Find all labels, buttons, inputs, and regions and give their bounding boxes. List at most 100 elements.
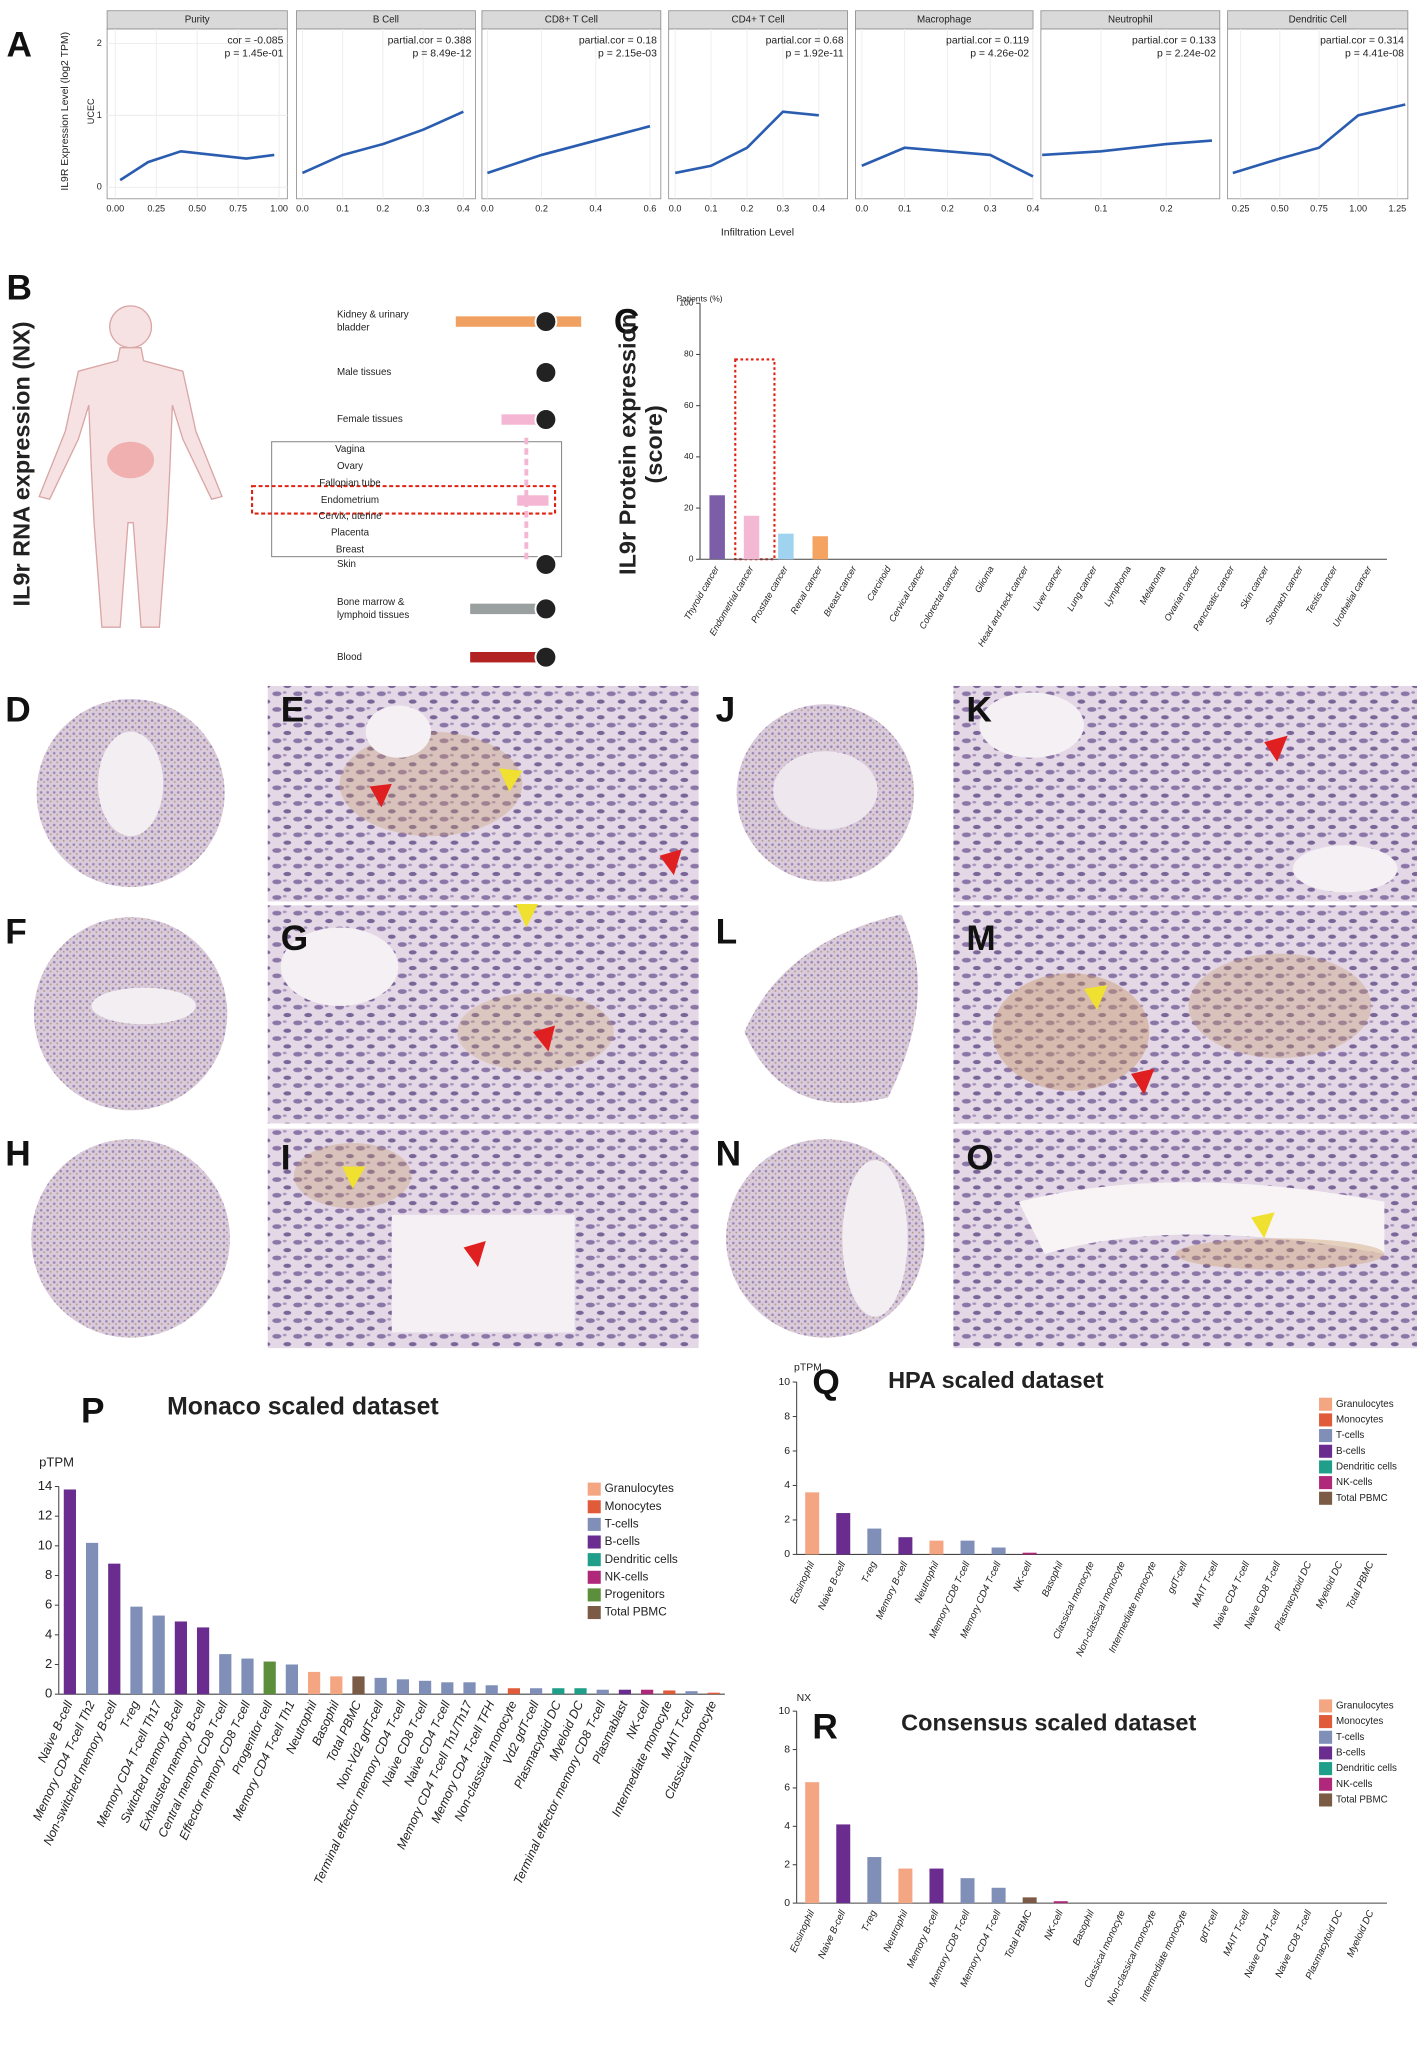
bar [307, 1671, 321, 1695]
legend-swatch [1319, 1413, 1333, 1427]
x-tick-label: Ovarian cancer [1162, 563, 1202, 622]
bar [812, 536, 828, 560]
fit-line [861, 146, 1034, 178]
bar [174, 1621, 187, 1695]
x-tick-label: Carcinoid [865, 564, 893, 603]
x-tick-label: Neutrophil [882, 1908, 911, 1954]
x-tick-label: 0.25 [1232, 204, 1250, 214]
legend-swatch [1319, 1476, 1333, 1490]
category-label: Female tissues [337, 414, 403, 425]
bar [836, 1824, 851, 1904]
x-tick-label: 0.2 [377, 204, 390, 214]
panel-label: C [614, 302, 639, 341]
x-tick-label: T-reg [860, 1908, 880, 1934]
x-tick-label: 0.3 [984, 204, 997, 214]
x-tick-label: 1.00 [1349, 204, 1367, 214]
legend-label: Granulocytes [1336, 1399, 1394, 1410]
x-tick-label: 0.1 [898, 204, 911, 214]
x-tick-label: Skin cancer [1238, 563, 1271, 610]
x-tick-label: NK-cell [1011, 1559, 1035, 1593]
x-tick-label: Eosinophil [788, 1908, 817, 1954]
panel-label: I [281, 1138, 291, 1177]
x-tick-label: 0.50 [188, 204, 206, 214]
panel-label: J [716, 690, 736, 729]
x-tick-label: MAIT T-cell [1222, 1908, 1253, 1958]
bar [130, 1606, 143, 1695]
bar [709, 495, 725, 560]
bar [867, 1857, 882, 1904]
x-tick-label: Glioma [973, 564, 996, 594]
bar [743, 515, 760, 560]
tissue-icon [534, 310, 558, 333]
histology [0, 685, 1417, 1349]
facet-title: CD8+ T Cell [545, 14, 598, 25]
bar [63, 1489, 76, 1695]
bar [929, 1868, 944, 1904]
facet-title: CD4+ T Cell [732, 14, 785, 25]
category-label: Skin [337, 559, 356, 570]
bar [485, 1685, 498, 1695]
panel-label: O [966, 1138, 993, 1177]
bar [867, 1528, 882, 1555]
bar [552, 1688, 565, 1695]
category-label: bladder [337, 323, 370, 334]
bar [574, 1688, 587, 1695]
fit-line [674, 110, 819, 175]
bar [960, 1878, 975, 1904]
annotation: partial.cor = 0.314 [1320, 36, 1404, 47]
panel-label: Q [812, 1363, 839, 1402]
annotation: p = 1.45e-01 [224, 49, 283, 60]
y-unit: Patients (%) [677, 294, 723, 304]
chart-title: Consensus scaled dataset [901, 1709, 1196, 1735]
y-tick-label: 10 [778, 1706, 790, 1717]
bar [805, 1492, 820, 1555]
annotation: partial.cor = 0.18 [579, 36, 657, 47]
legend-swatch [587, 1500, 601, 1514]
annotation: p = 1.92e-11 [786, 49, 844, 60]
facet-panel [1227, 28, 1409, 200]
fit-line [1232, 103, 1406, 175]
bar [501, 414, 549, 425]
x-tick-label: Total PBMC [1003, 1908, 1035, 1960]
x-tick-label: Renal cancer [789, 563, 825, 615]
facet-title: Dendritic Cell [1289, 14, 1347, 25]
bar [470, 651, 549, 663]
legend-swatch [1319, 1777, 1333, 1791]
annotation: partial.cor = 0.68 [766, 36, 844, 47]
y-axis-sublabel: UCEC [86, 98, 96, 124]
tissue-icon [534, 408, 558, 431]
legend-swatch [587, 1570, 601, 1584]
y-tick-label: 20 [684, 502, 694, 512]
fit-line [486, 124, 651, 175]
category-label: Cervix, uterine [318, 511, 381, 522]
x-tick-label: Cervical cancer [887, 563, 928, 623]
x-tick-label: Melanoma [1138, 564, 1168, 606]
bar [374, 1677, 387, 1695]
bar [596, 1689, 609, 1695]
y-tick-label: 2 [784, 1859, 790, 1870]
x-tick-label: Basophil [1071, 1908, 1097, 1947]
category-label: Bone marrow & [337, 597, 405, 608]
legend-label: T-cells [1336, 1732, 1364, 1743]
x-axis-label: Infiltration Level [721, 228, 794, 239]
y-tick-label: 10 [38, 1537, 53, 1552]
x-tick-label: 0.0 [481, 204, 494, 214]
bar [778, 533, 794, 560]
x-tick-label: Lymphoma [1102, 564, 1133, 608]
bar [330, 1676, 343, 1695]
bar [517, 495, 549, 506]
x-tick-label: T-reg [860, 1559, 880, 1585]
bar [898, 1868, 913, 1904]
bar [108, 1563, 121, 1695]
y-tick-label: 4 [784, 1480, 790, 1491]
chart-title: HPA scaled dataset [888, 1367, 1104, 1393]
y-tick-label: 2 [784, 1515, 790, 1526]
legend-label: Granulocytes [1336, 1701, 1394, 1712]
y-axis-label: IL9r RNA expression (NX) [9, 321, 35, 606]
bar [470, 603, 549, 615]
facet-title: Neutrophil [1108, 14, 1153, 25]
annotation: p = 2.24e-02 [1157, 49, 1216, 60]
x-tick-label: 0.6 [644, 204, 657, 214]
legend-swatch [1319, 1429, 1333, 1443]
bar [836, 1513, 851, 1555]
